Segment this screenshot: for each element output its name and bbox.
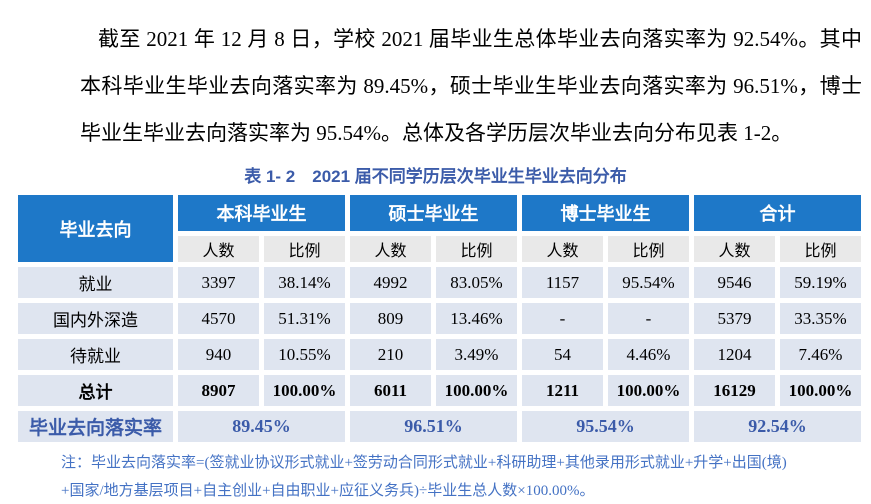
group-header-doctor: 博士毕业生	[522, 195, 689, 231]
table-row-further-study: 国内外深造 4570 51.31% 809 13.46% - - 5379 33…	[18, 303, 861, 334]
table-cell: 51.31%	[264, 303, 345, 334]
subheader-ratio: 比例	[608, 236, 689, 262]
footer-value-master: 96.51%	[350, 411, 517, 442]
footer-label: 毕业去向落实率	[18, 411, 173, 442]
subheader-ratio: 比例	[264, 236, 345, 262]
table-cell: 3.49%	[436, 339, 517, 370]
graduate-destination-table: 毕业去向 本科毕业生 硕士毕业生 博士毕业生 合计 人数 比例 人数 比例 人数…	[13, 190, 866, 447]
table-row-implementation-rate: 毕业去向落实率 89.45% 96.51% 95.54% 92.54%	[18, 411, 861, 442]
table-cell: 809	[350, 303, 431, 334]
table-cell: 4570	[178, 303, 259, 334]
table-cell: 38.14%	[264, 267, 345, 298]
table-row-total: 总计 8907 100.00% 6011 100.00% 1211 100.00…	[18, 375, 861, 406]
table-cell: 7.46%	[780, 339, 861, 370]
footer-value-undergraduate: 89.45%	[178, 411, 345, 442]
row-label: 待就业	[18, 339, 173, 370]
table-row-pending: 待就业 940 10.55% 210 3.49% 54 4.46% 1204 7…	[18, 339, 861, 370]
row-label: 就业	[18, 267, 173, 298]
table-cell: 210	[350, 339, 431, 370]
table-cell: 1211	[522, 375, 603, 406]
table-cell: 33.35%	[780, 303, 861, 334]
row-label: 国内外深造	[18, 303, 173, 334]
group-header-undergraduate: 本科毕业生	[178, 195, 345, 231]
subheader-ratio: 比例	[436, 236, 517, 262]
table-cell: 13.46%	[436, 303, 517, 334]
table-cell: 100.00%	[436, 375, 517, 406]
footer-value-doctor: 95.54%	[522, 411, 689, 442]
subheader-count: 人数	[178, 236, 259, 262]
table-row-employed: 就业 3397 38.14% 4992 83.05% 1157 95.54% 9…	[18, 267, 861, 298]
table-cell: 4992	[350, 267, 431, 298]
table-cell: 3397	[178, 267, 259, 298]
corner-header: 毕业去向	[18, 195, 173, 262]
row-label: 总计	[18, 375, 173, 406]
table-cell: -	[608, 303, 689, 334]
table-cell: 4.46%	[608, 339, 689, 370]
table-cell: 54	[522, 339, 603, 370]
intro-paragraph: 截至 2021 年 12 月 8 日，学校 2021 届毕业生总体毕业去向落实率…	[80, 27, 862, 145]
subheader-count: 人数	[350, 236, 431, 262]
table-cell: 100.00%	[608, 375, 689, 406]
table-cell: 6011	[350, 375, 431, 406]
table-cell: 8907	[178, 375, 259, 406]
sub-header-row: 人数 比例 人数 比例 人数 比例 人数 比例	[18, 236, 861, 262]
table-cell: -	[522, 303, 603, 334]
table-caption: 表 1- 2 2021 届不同学历层次毕业生毕业去向分布	[244, 167, 627, 186]
table-cell: 940	[178, 339, 259, 370]
subheader-ratio: 比例	[780, 236, 861, 262]
table-cell: 95.54%	[608, 267, 689, 298]
table-cell: 5379	[694, 303, 775, 334]
table-cell: 59.19%	[780, 267, 861, 298]
table-cell: 100.00%	[780, 375, 861, 406]
footer-value-total: 92.54%	[694, 411, 861, 442]
group-header-row: 毕业去向 本科毕业生 硕士毕业生 博士毕业生 合计	[18, 195, 861, 262]
table-note: 注：毕业去向落实率=(签就业协议形式就业+签劳动合同形式就业+科研助理+其他录用…	[61, 449, 861, 504]
table-cell: 16129	[694, 375, 775, 406]
subheader-count: 人数	[522, 236, 603, 262]
subheader-count: 人数	[694, 236, 775, 262]
table-cell: 10.55%	[264, 339, 345, 370]
table-cell: 100.00%	[264, 375, 345, 406]
table-cell: 1157	[522, 267, 603, 298]
table-cell: 83.05%	[436, 267, 517, 298]
table-cell: 1204	[694, 339, 775, 370]
table-cell: 9546	[694, 267, 775, 298]
group-header-total: 合计	[694, 195, 861, 231]
note-line-2: +国家/地方基层项目+自主创业+自由职业+应征义务兵)÷毕业生总人数×100.0…	[61, 483, 595, 499]
note-line-1: 注：毕业去向落实率=(签就业协议形式就业+签劳动合同形式就业+科研助理+其他录用…	[61, 455, 787, 471]
group-header-master: 硕士毕业生	[350, 195, 517, 231]
